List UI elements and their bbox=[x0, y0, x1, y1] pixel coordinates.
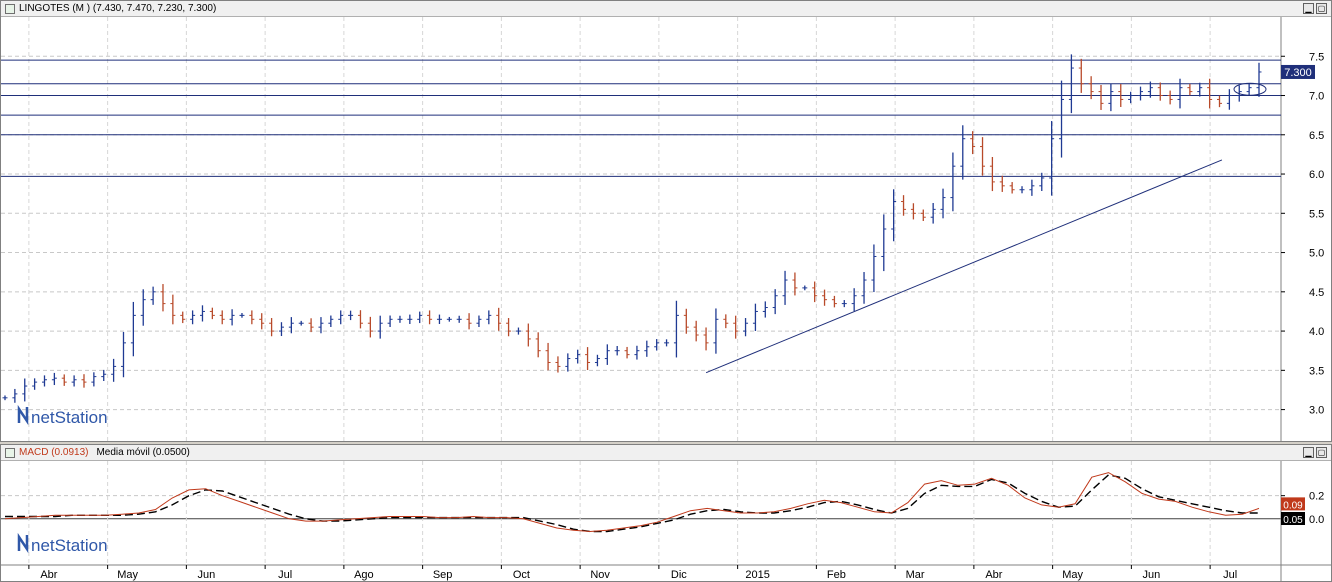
macd-line bbox=[4, 472, 1260, 533]
netstation-logo: netStation bbox=[17, 404, 108, 427]
x-tick-label: Feb bbox=[827, 569, 846, 581]
macd-value-badge bbox=[1281, 497, 1305, 511]
x-tick-label: Mar bbox=[906, 569, 925, 581]
macd-chart-panel: MACD (0.0913) Media móvil (0.0500) ▁ ▢ 0… bbox=[0, 444, 1332, 582]
y-tick-label: 5.0 bbox=[1309, 248, 1324, 260]
logo-mark bbox=[17, 532, 29, 554]
maximize-button[interactable]: ▢ bbox=[1316, 3, 1327, 14]
price-panel-title: LINGOTES (M ) (7.430, 7.470, 7.230, 7.30… bbox=[19, 3, 217, 14]
x-tick-label: Jun bbox=[198, 569, 216, 581]
y-tick-label: 7.5 bbox=[1309, 51, 1324, 63]
ma-value-label: 0.05 bbox=[1283, 515, 1303, 526]
last-price-label: 7.300 bbox=[1284, 67, 1312, 79]
macd-panel-titlebar: MACD (0.0913) Media móvil (0.0500) ▁ ▢ bbox=[1, 445, 1331, 461]
ma-value-badge bbox=[1281, 512, 1305, 525]
x-tick-label: Dic bbox=[671, 569, 687, 581]
trendline bbox=[705, 159, 1223, 374]
y-tick-label: 5.5 bbox=[1309, 208, 1324, 220]
y-tick-label: 0.0 bbox=[1309, 514, 1324, 526]
maximize-button[interactable]: ▢ bbox=[1316, 447, 1327, 458]
minimize-button[interactable]: ▁ bbox=[1303, 3, 1314, 14]
y-tick-label: 3.5 bbox=[1309, 365, 1324, 377]
macd-chart[interactable]: 0.0 0.2 Abr May Jun Jul Ago Sep Oct Nov Dic 2015 Feb… bbox=[1, 461, 1331, 581]
y-tick-label: 0.2 bbox=[1309, 491, 1324, 503]
signal-line bbox=[5, 474, 1259, 533]
x-tick-label: May bbox=[117, 569, 138, 581]
x-tick-label: Abr bbox=[40, 569, 57, 581]
y-tick-label: 4.5 bbox=[1309, 287, 1324, 299]
x-tick-label: 2015 bbox=[745, 569, 769, 581]
macd-value-label: 0.09 bbox=[1283, 500, 1303, 511]
price-panel-titlebar: LINGOTES (M ) (7.430, 7.470, 7.230, 7.30… bbox=[1, 1, 1331, 17]
x-tick-label: Jul bbox=[1223, 569, 1237, 581]
last-price-badge bbox=[1281, 64, 1315, 79]
y-tick-label: 6.0 bbox=[1309, 169, 1324, 181]
annotation-ellipse bbox=[1233, 82, 1267, 96]
logo-text: netStation bbox=[31, 408, 108, 427]
logo-text: netStation bbox=[31, 536, 108, 555]
x-tick-label: Nov bbox=[590, 569, 610, 581]
logo-mark bbox=[17, 404, 29, 426]
price-chart[interactable]: 3.0 3.5 4.0 4.5 5.0 5.5 6.0 6.5 7.0 7.5 7.300 netSt… bbox=[1, 17, 1331, 441]
minimize-button[interactable]: ▁ bbox=[1303, 447, 1314, 458]
x-tick-label: Abr bbox=[985, 569, 1002, 581]
chart-window-icon bbox=[5, 447, 15, 458]
x-tick-label: Jul bbox=[278, 569, 292, 581]
macd-panel-title: MACD (0.0913) bbox=[19, 447, 89, 458]
x-tick-label: Jun bbox=[1143, 569, 1161, 581]
x-tick-label: Ago bbox=[354, 569, 374, 581]
macd-ma-title: Media móvil (0.0500) bbox=[96, 447, 190, 458]
netstation-logo: netStation bbox=[17, 532, 108, 555]
y-axis-area bbox=[1281, 17, 1331, 441]
x-tick-label: May bbox=[1062, 569, 1083, 581]
y-tick-label: 7.0 bbox=[1309, 91, 1324, 103]
x-tick-label: Sep bbox=[433, 569, 453, 581]
x-tick-label: Oct bbox=[513, 569, 530, 581]
price-chart-panel: LINGOTES (M ) (7.430, 7.470, 7.230, 7.30… bbox=[0, 0, 1332, 442]
y-tick-label: 6.5 bbox=[1309, 130, 1324, 142]
chart-window-icon bbox=[5, 3, 15, 14]
y-tick-label: 3.0 bbox=[1309, 405, 1324, 417]
y-tick-label: 4.0 bbox=[1309, 326, 1324, 338]
